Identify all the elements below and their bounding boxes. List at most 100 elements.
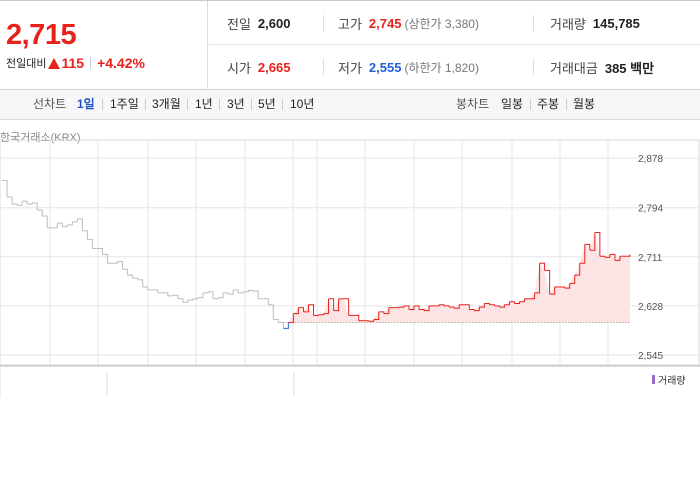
price-segment [504,301,510,306]
data-source-label: 한국거래소(KRX) [0,132,81,144]
tab-1-day[interactable]: 1일 [77,97,95,111]
price-segment [102,253,109,264]
price-segment [609,253,616,261]
line-chart-label: 선차트 [33,97,67,111]
price-segment [464,304,470,310]
divider [90,57,92,69]
price-segment [343,298,350,316]
high-label: 고가 [338,16,362,32]
volume-label: 거래량 [550,16,586,32]
price-segment [137,279,144,287]
price-segment [308,304,314,316]
price-segment [408,305,415,310]
stats-row: 전일 2,600 고가 2,745 (상한가 3,380) 거래량 145,78… [209,1,700,45]
divider [102,99,103,110]
price-segment [57,222,63,227]
divider [566,99,567,110]
tab-1-year[interactable]: 1년 [195,97,213,111]
price-segment [187,298,194,301]
price-segment [223,292,229,295]
y-tick-label: 2,545 [638,351,663,362]
price-segment [213,297,219,300]
price-segment [499,304,505,308]
plot-frame [0,139,700,366]
tab-5-years[interactable]: 5년 [258,97,276,111]
price-segment [12,203,18,206]
y-tick-label: 2,878 [638,154,663,165]
tab-3-months[interactable]: 3개월 [152,97,181,111]
tab-weekly-candle[interactable]: 주봉 [537,97,560,111]
price-segment [112,261,119,264]
price-segment [243,290,249,293]
open-value: 2,665 [257,59,291,75]
volume-legend: 거래량 [652,372,686,387]
price-segment [162,292,169,296]
price-segment [328,298,335,311]
prev-close-value: 2,600 [257,15,291,31]
price-segment [238,291,244,294]
price-segment [263,298,269,305]
price-segment [182,299,189,303]
price-segment [549,286,556,295]
price-segment [152,289,159,293]
quote-header: 2,715 전일대비 115 +4.42% 전일 2,600 고가 2,745 … [0,0,700,90]
price-segment [303,304,309,313]
volume-value: 145,785 [592,15,640,31]
price-segment [624,254,631,257]
high-cell: 고가 2,745 (상한가 3,380) [338,1,479,45]
price-segment [594,232,601,257]
price-segment [37,209,43,216]
price-segment [534,263,541,294]
tab-3-years[interactable]: 3년 [227,97,245,111]
tab-monthly-candle[interactable]: 월봉 [573,97,596,111]
price-segment [82,230,88,240]
price-segment [167,295,174,297]
price-segment [278,321,284,329]
tab-1-week[interactable]: 1주일 [110,97,139,111]
stats-row: 시가 2,665 저가 2,555 (하한가 1,820) 거래대금 385 백… [209,45,700,89]
divider [219,99,220,110]
price-segment [273,319,279,323]
price-segment [52,223,58,229]
high-value: 2,745 [368,15,402,31]
price-segment [268,304,274,320]
price-segment [564,283,571,289]
price-segment [584,243,591,251]
price-segment [574,263,581,276]
chart-grid [0,139,700,366]
price-segment [197,292,204,299]
price-segment [569,275,576,284]
price-segment [192,297,199,300]
divider [187,99,188,110]
tab-daily-candle[interactable]: 일봉 [501,97,524,111]
price-segment [514,301,520,305]
prev-close-label: 전일 [227,16,251,32]
chart-period-tabs: 선차트 1일 1주일 3개월 1년 3년 5년 10년 봉차트 일봉 주봉 월봉 [0,90,700,120]
price-segment [22,200,28,205]
price-segment [293,307,299,315]
price-segment [32,202,38,211]
price-segment [509,301,515,304]
divider [251,99,252,110]
candle-chart-label: 봉차트 [456,97,490,111]
price-segment [333,298,340,312]
price-segment [172,294,179,299]
price-segment [413,305,420,310]
price-segment [298,307,304,312]
price-segment [132,277,139,280]
price-segment [248,290,254,292]
price-segment [378,311,385,314]
trade-value-label: 거래대금 [550,60,598,76]
price-segment [368,319,375,322]
tab-10-years[interactable]: 10년 [290,97,315,111]
price-segment [228,289,234,295]
y-tick-label: 2,794 [638,204,663,215]
y-axis-ticks: 2,878 2,794 2,711 2,628 2,545 [638,154,663,362]
price-segment [579,244,586,264]
price-segment [7,196,13,205]
price-segment [474,307,480,312]
divider [530,99,531,110]
divider [323,15,324,31]
price-segment [207,291,214,299]
price-segment [117,261,124,270]
